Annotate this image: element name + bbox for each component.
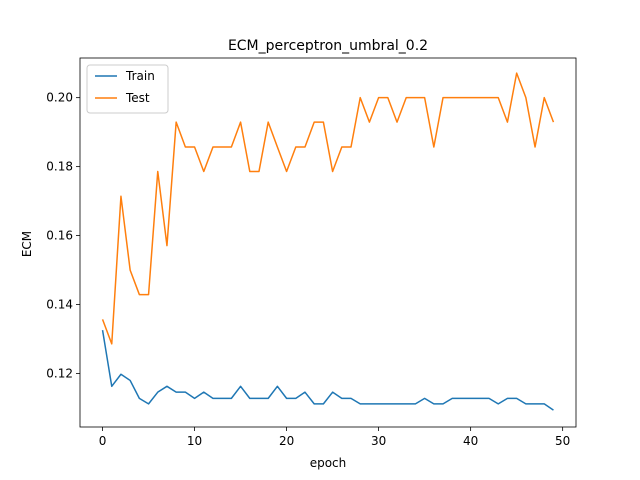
legend-label-train: Train [125, 69, 155, 83]
series-line-test [101, 72, 555, 345]
x-tick-label: 0 [99, 434, 107, 448]
legend-label-test: Test [125, 91, 150, 105]
x-tick-label: 20 [279, 434, 294, 448]
plot-area [101, 72, 555, 411]
x-tick-label: 30 [371, 434, 386, 448]
axes-frame [79, 57, 577, 428]
y-axis: 0.12 0.14 0.16 0.18 0.20 [46, 91, 80, 381]
x-axis: 0 10 20 30 40 50 [99, 427, 570, 448]
y-tick-label: 0.18 [46, 160, 73, 174]
series-line-train [101, 329, 554, 411]
y-tick-label: 0.16 [46, 229, 73, 243]
legend-box [86, 64, 169, 114]
y-axis-label: ECM [20, 231, 34, 257]
chart-title: ECM_perceptron_umbral_0.2 [228, 38, 428, 54]
y-tick-label: 0.20 [46, 91, 73, 105]
x-tick-label: 10 [187, 434, 202, 448]
x-tick-label: 40 [463, 434, 478, 448]
legend: Train Test [86, 64, 169, 114]
x-tick-label: 50 [555, 434, 570, 448]
y-tick-label: 0.14 [46, 298, 73, 312]
x-axis-label: epoch [310, 456, 347, 470]
y-tick-label: 0.12 [46, 367, 73, 381]
